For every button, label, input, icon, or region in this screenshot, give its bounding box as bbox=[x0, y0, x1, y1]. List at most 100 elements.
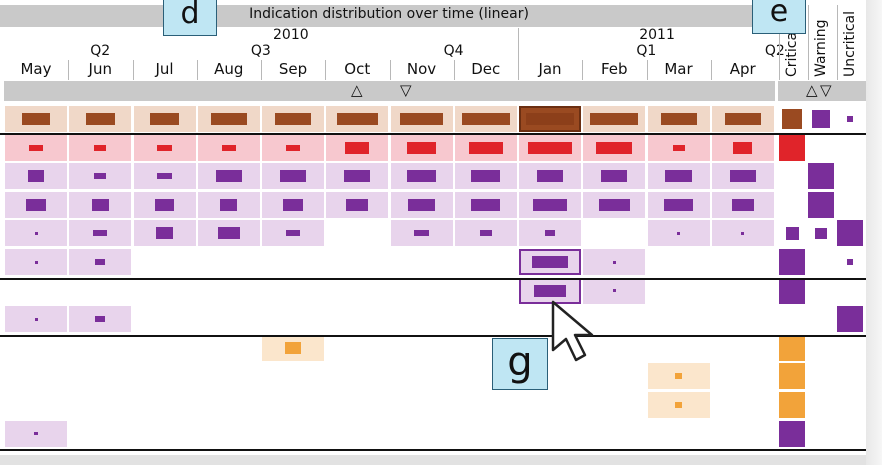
indication-cell[interactable] bbox=[519, 277, 581, 304]
month-label[interactable]: Jul bbox=[155, 60, 174, 78]
category-summary-cell[interactable] bbox=[781, 108, 803, 130]
indication-cell[interactable] bbox=[262, 334, 324, 361]
indication-cell[interactable] bbox=[711, 163, 774, 190]
indication-cell[interactable] bbox=[69, 220, 132, 247]
indication-cell[interactable] bbox=[647, 363, 710, 390]
indication-cell[interactable] bbox=[197, 106, 260, 132]
indication-cell[interactable] bbox=[390, 191, 453, 218]
indication-cell[interactable] bbox=[519, 220, 581, 247]
indication-cell[interactable] bbox=[326, 163, 389, 190]
indication-cell[interactable] bbox=[519, 134, 581, 161]
month-label[interactable]: Oct bbox=[344, 60, 371, 78]
month-label[interactable]: Jun bbox=[88, 60, 112, 78]
indication-cell[interactable] bbox=[519, 106, 581, 132]
month-label[interactable]: Apr bbox=[729, 60, 756, 78]
month-label[interactable]: Sep bbox=[278, 60, 308, 78]
indication-cell[interactable] bbox=[5, 106, 67, 132]
category-summary-cell[interactable] bbox=[779, 420, 805, 447]
category-summary-cell[interactable] bbox=[785, 226, 799, 240]
month-label[interactable]: Nov bbox=[406, 60, 437, 78]
category-summary-cell[interactable] bbox=[846, 258, 854, 266]
category-header-warning[interactable]: Warning bbox=[808, 5, 837, 80]
indication-cell[interactable] bbox=[197, 134, 260, 161]
category-summary-cell[interactable] bbox=[779, 134, 805, 161]
month-label[interactable]: Feb bbox=[600, 60, 628, 78]
indication-cell[interactable] bbox=[647, 392, 710, 418]
indication-cell[interactable] bbox=[711, 191, 774, 218]
category-summary-cell[interactable] bbox=[779, 249, 805, 275]
category-header-uncritical[interactable]: Uncritical bbox=[837, 5, 866, 80]
month-label[interactable]: Aug bbox=[214, 60, 244, 78]
indication-cell[interactable] bbox=[583, 106, 646, 132]
indication-cell[interactable] bbox=[197, 220, 260, 247]
category-summary-cell[interactable] bbox=[779, 363, 805, 390]
indication-cell[interactable] bbox=[197, 163, 260, 190]
indication-cell[interactable] bbox=[5, 163, 67, 190]
indication-cell[interactable] bbox=[5, 191, 67, 218]
category-header-critical[interactable]: Critical bbox=[779, 5, 808, 80]
indication-cell[interactable] bbox=[69, 306, 132, 333]
indication-cell[interactable] bbox=[454, 220, 517, 247]
indication-cell[interactable] bbox=[69, 249, 132, 275]
indication-cell[interactable] bbox=[326, 134, 389, 161]
category-summary-cell[interactable] bbox=[779, 334, 805, 361]
indication-cell[interactable] bbox=[5, 249, 67, 275]
indication-cell[interactable] bbox=[133, 191, 196, 218]
sort-ascending-icon[interactable]: △ bbox=[351, 81, 363, 99]
indication-cell[interactable] bbox=[69, 134, 132, 161]
indication-cell[interactable] bbox=[262, 191, 324, 218]
indication-cell[interactable] bbox=[197, 191, 260, 218]
indication-cell[interactable] bbox=[519, 191, 581, 218]
indication-cell[interactable] bbox=[262, 106, 324, 132]
category-summary-cell[interactable] bbox=[837, 220, 863, 247]
month-label[interactable]: Jan bbox=[538, 60, 562, 78]
indication-cell[interactable] bbox=[5, 306, 67, 333]
category-summary-cell[interactable] bbox=[808, 163, 834, 190]
indication-cell[interactable] bbox=[5, 220, 67, 247]
category-summary-cell[interactable] bbox=[779, 277, 805, 304]
indication-cell[interactable] bbox=[133, 134, 196, 161]
indication-cell[interactable] bbox=[133, 220, 196, 247]
indication-cell[interactable] bbox=[647, 106, 710, 132]
indication-cell[interactable] bbox=[69, 163, 132, 190]
month-label[interactable]: Dec bbox=[471, 60, 501, 78]
horizontal-scrollbar[interactable] bbox=[0, 455, 866, 465]
indication-cell[interactable] bbox=[454, 106, 517, 132]
indication-cell[interactable] bbox=[519, 163, 581, 190]
indication-cell[interactable] bbox=[5, 134, 67, 161]
indication-cell[interactable] bbox=[262, 220, 324, 247]
indication-cell[interactable] bbox=[69, 191, 132, 218]
sort-descending-icon[interactable]: ▽ bbox=[400, 81, 412, 99]
indication-cell[interactable] bbox=[326, 191, 389, 218]
indication-cell[interactable] bbox=[390, 163, 453, 190]
indication-cell[interactable] bbox=[647, 220, 710, 247]
indication-cell[interactable] bbox=[454, 134, 517, 161]
indication-cell[interactable] bbox=[454, 191, 517, 218]
indication-cell[interactable] bbox=[454, 163, 517, 190]
indication-cell[interactable] bbox=[390, 134, 453, 161]
indication-cell[interactable] bbox=[390, 106, 453, 132]
indication-cell[interactable] bbox=[69, 106, 132, 132]
month-label[interactable]: Mar bbox=[664, 60, 693, 78]
category-sort-ascending-icon[interactable]: △ bbox=[806, 81, 818, 99]
indication-cell[interactable] bbox=[583, 163, 646, 190]
indication-cell[interactable] bbox=[711, 220, 774, 247]
indication-cell[interactable] bbox=[583, 249, 646, 275]
category-summary-cell[interactable] bbox=[815, 227, 827, 240]
indication-cell[interactable] bbox=[647, 134, 710, 161]
indication-cell[interactable] bbox=[647, 191, 710, 218]
category-sort-descending-icon[interactable]: ▽ bbox=[820, 81, 832, 99]
indication-cell[interactable] bbox=[133, 106, 196, 132]
indication-cell[interactable] bbox=[519, 249, 581, 275]
category-summary-cell[interactable] bbox=[808, 191, 834, 218]
indication-cell[interactable] bbox=[647, 163, 710, 190]
category-summary-cell[interactable] bbox=[811, 109, 831, 129]
indication-cell[interactable] bbox=[583, 191, 646, 218]
indication-cell[interactable] bbox=[133, 163, 196, 190]
category-summary-cell[interactable] bbox=[779, 392, 805, 418]
indication-cell[interactable] bbox=[5, 420, 67, 447]
indication-cell[interactable] bbox=[711, 106, 774, 132]
indication-cell[interactable] bbox=[262, 134, 324, 161]
indication-cell[interactable] bbox=[262, 163, 324, 190]
indication-cell[interactable] bbox=[390, 220, 453, 247]
